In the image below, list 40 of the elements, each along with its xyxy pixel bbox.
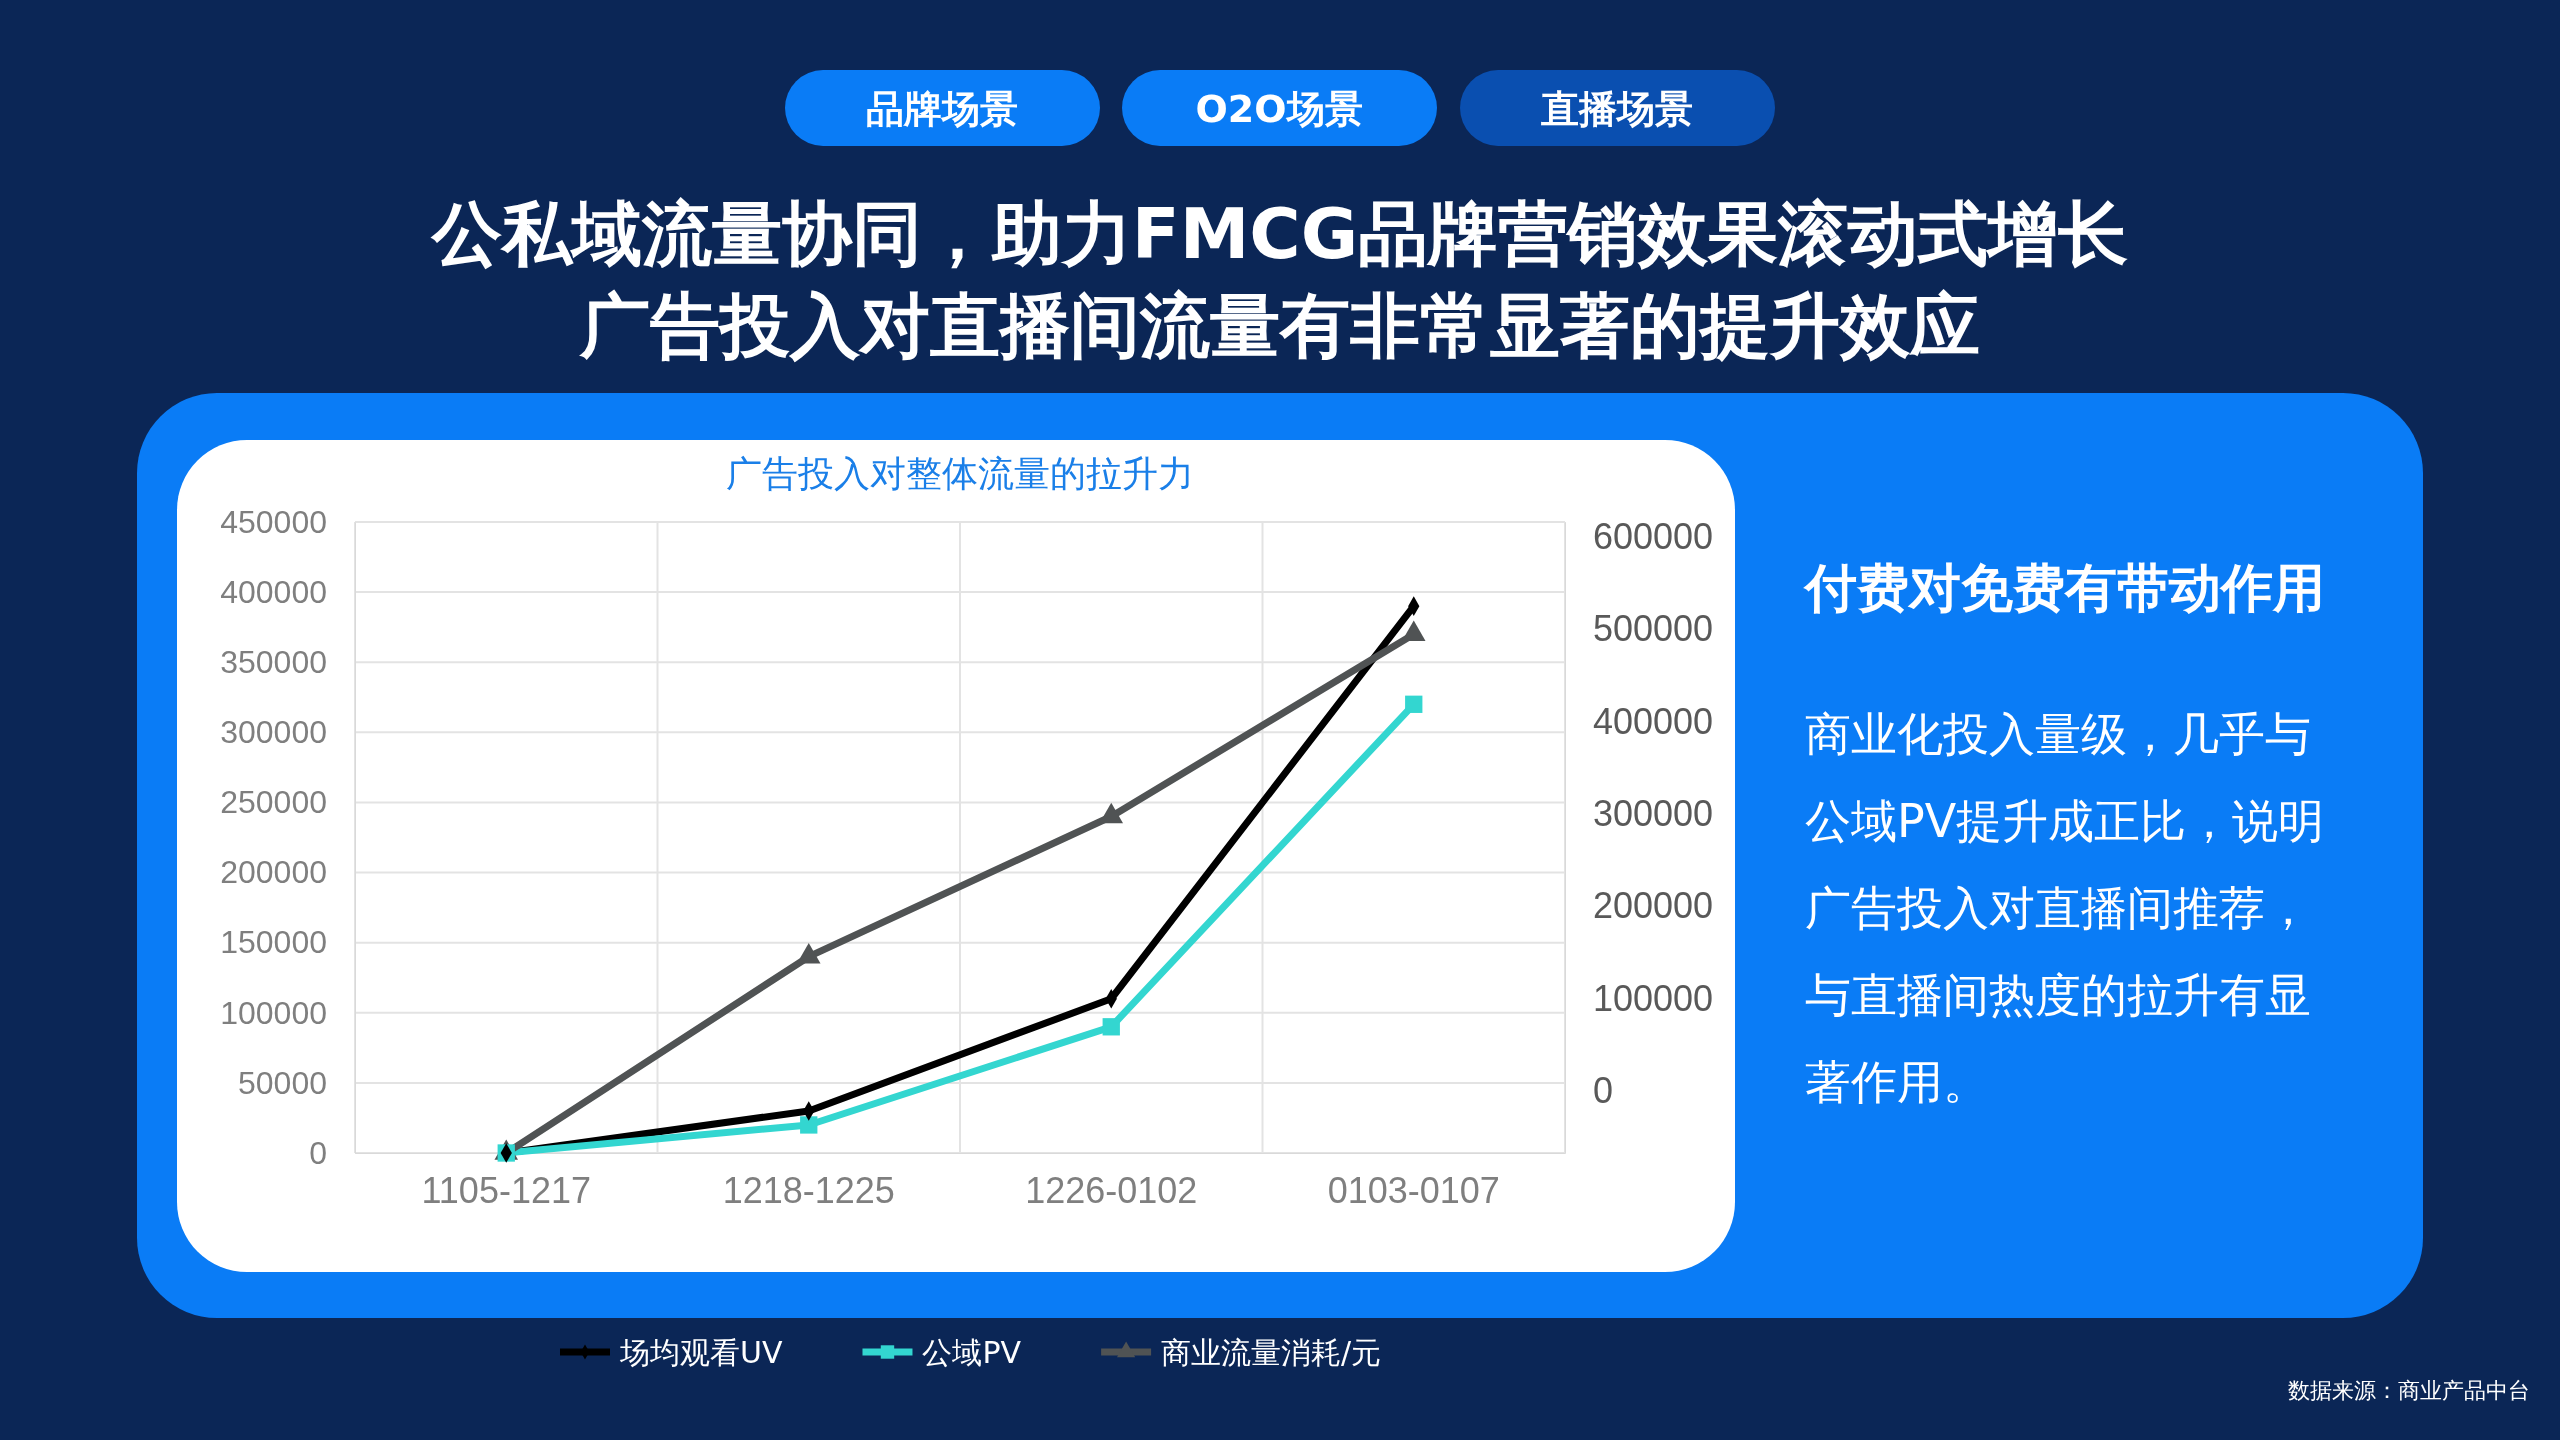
y-tick-label: 250000 (220, 784, 327, 821)
text: O2O场景 (1195, 87, 1363, 131)
legend-label: 场均观看UV (619, 1335, 783, 1370)
y-tick-label: 100000 (220, 994, 327, 1031)
text: 付费对免费有带动作用 (1803, 558, 2325, 618)
point (800, 1116, 818, 1134)
y-tick-label: 400000 (220, 573, 327, 610)
text: 广告投入对直播间流量有非常显著的提升效应 (579, 285, 1980, 367)
y-tick-label: 150000 (220, 924, 327, 961)
x-tick-label: 0103-0107 (1327, 1169, 1500, 1211)
text: 公私域流量协同，助力FMCG品牌营销效果滚动式增长 (429, 193, 2129, 275)
text: 广告投入对直播间推荐， (1805, 881, 2311, 935)
point (1102, 1018, 1120, 1036)
y2-tick-label: 300000 (1593, 792, 1714, 834)
text: 直播场景 (1540, 87, 1693, 131)
legend-label: 公域PV (922, 1335, 1022, 1370)
y2-tick-label: 400000 (1593, 700, 1714, 742)
y2-tick-label: 100000 (1593, 977, 1714, 1019)
source-note: 数据来源：商业产品中台 (2288, 1378, 2530, 1403)
y2-tick-label: 500000 (1593, 608, 1714, 650)
text: 商业化投入量级，几乎与 (1805, 707, 2311, 761)
y-tick-label: 0 (309, 1134, 327, 1171)
y2-tick-label: 0 (1593, 1070, 1614, 1112)
x-tick-label: 1218-1225 (722, 1169, 895, 1211)
y-tick-label: 350000 (220, 643, 327, 680)
text: 与直播间热度的拉升有显 (1805, 968, 2311, 1022)
y-tick-label: 50000 (238, 1064, 327, 1101)
y2-tick-label: 600000 (1593, 515, 1714, 557)
y-tick-label: 450000 (220, 503, 327, 540)
x-tick-label: 1226-0102 (1025, 1169, 1198, 1211)
y-tick-label: 300000 (220, 714, 327, 751)
point (1405, 695, 1423, 713)
x-tick-label: 1105-1217 (421, 1169, 591, 1211)
chart-title: 广告投入对整体流量的拉升力 (726, 453, 1194, 494)
text: 著作用。 (1805, 1055, 1989, 1109)
text: 品牌场景 (866, 87, 1018, 131)
text: 公域PV提升成正比，说明 (1805, 794, 2325, 848)
y2-tick-label: 200000 (1593, 885, 1714, 927)
y-tick-label: 200000 (220, 854, 327, 891)
legend-label: 商业流量消耗/元 (1161, 1335, 1382, 1370)
